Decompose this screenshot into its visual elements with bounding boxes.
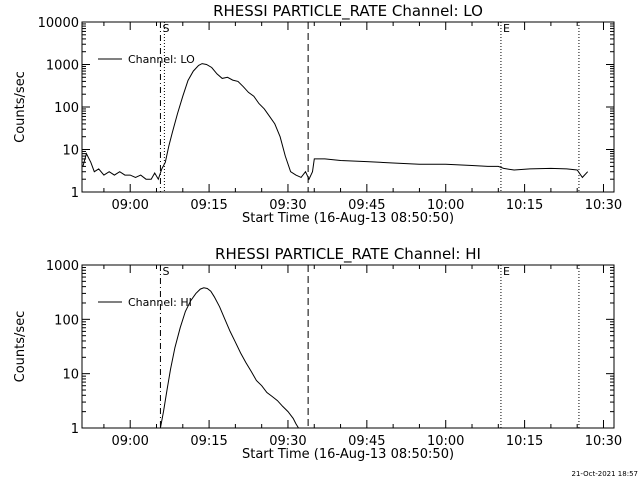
y-tick-label: 1000 [46, 59, 79, 74]
x-tick-label: 10:30 [585, 198, 622, 213]
chart-title: RHESSI PARTICLE_RATE Channel: LO [213, 2, 483, 21]
x-tick-label: 10:00 [427, 434, 464, 449]
time-marker-label: E [503, 265, 510, 278]
legend-entry: Channel: HI [128, 296, 192, 309]
series-line [159, 287, 299, 429]
x-tick-label: 09:45 [348, 434, 385, 449]
legend-entry: Channel: LO [128, 53, 195, 66]
x-tick-label: 09:00 [111, 198, 148, 213]
axes-frame [81, 264, 615, 429]
y-tick-label: 1000 [46, 259, 79, 274]
x-tick-label: 10:30 [585, 434, 622, 449]
series-line [82, 63, 589, 181]
y-tick-label: 1 [71, 186, 79, 201]
x-tick-label: 09:30 [269, 198, 306, 213]
y-tick-label: 10 [62, 144, 79, 159]
y-tick-label: 100 [54, 313, 79, 328]
y-tick-label: 10 [62, 368, 79, 383]
x-tick-label: 09:00 [111, 434, 148, 449]
y-axis-label: Counts/sec [13, 71, 28, 143]
y-tick-label: 100 [54, 101, 79, 116]
time-marker-label: S [162, 22, 169, 35]
chart-title: RHESSI PARTICLE_RATE Channel: HI [215, 245, 481, 264]
x-tick-label: 09:15 [190, 434, 227, 449]
panel-2 [81, 264, 615, 429]
x-tick-label: 09:15 [190, 198, 227, 213]
x-axis-label: Start Time (16-Aug-13 08:50:50) [242, 447, 454, 462]
time-marker-label: S [162, 265, 169, 278]
y-tick-label: 10000 [38, 16, 79, 31]
x-tick-label: 10:15 [506, 198, 543, 213]
generation-timestamp: 21-Oct-2021 18:57 [572, 470, 638, 478]
x-tick-label: 10:00 [427, 198, 464, 213]
x-axis-label: Start Time (16-Aug-13 08:50:50) [242, 211, 454, 226]
y-axis-label: Counts/sec [13, 311, 28, 383]
panel-1 [81, 21, 615, 193]
x-tick-label: 09:30 [269, 434, 306, 449]
x-tick-label: 10:15 [506, 434, 543, 449]
y-tick-label: 1 [71, 422, 79, 437]
x-tick-label: 09:45 [348, 198, 385, 213]
axes-frame [81, 21, 615, 193]
time-marker-label: E [503, 22, 510, 35]
